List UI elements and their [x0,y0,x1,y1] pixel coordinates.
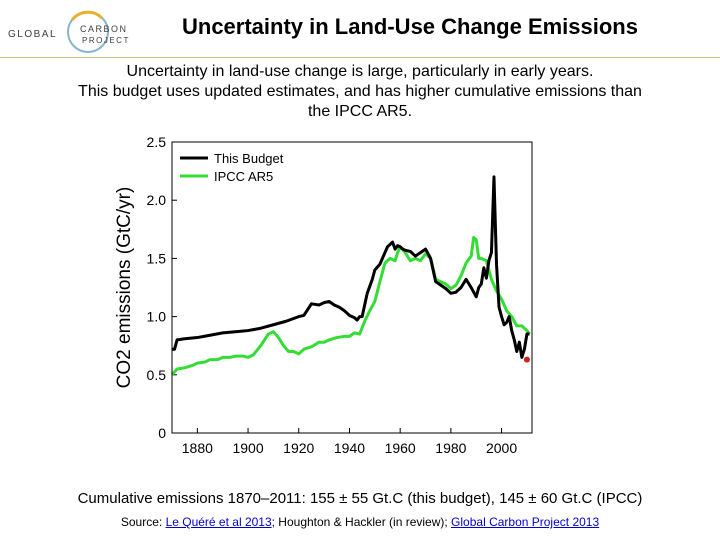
x-tick-label: 1900 [232,440,263,456]
x-axis: 1880 1900 1920 1940 1960 1980 2000 [182,428,517,456]
legend-label-ipcc-ar5: IPCC AR5 [214,169,273,184]
subtitle-line-1: Uncertainty in land-use change is large,… [126,63,594,80]
y-tick-label: 1.0 [147,309,167,325]
source-prefix: Source: [120,515,166,529]
global-carbon-project-logo: GLOBAL CARBON PROJECT [8,10,130,53]
y-tick-label: 1.5 [147,250,167,266]
logo-text-global: GLOBAL [8,29,57,40]
legend: This Budget IPCC AR5 [180,151,284,184]
source-line: Source: Le Quéré et al 2013; Houghton & … [0,515,720,529]
y-axis: 0 0.5 1.0 1.5 2.0 2.5 [147,134,177,441]
series-line-ipcc-ar5 [170,235,531,376]
logo-text-carbon: CARBON [80,24,128,34]
page-title: Uncertainty in Land-Use Change Emissions [182,14,638,39]
x-tick-label: 1920 [283,440,314,456]
y-tick-label: 2.0 [147,192,167,208]
series-layer [170,175,531,376]
cumulative-emissions-note: Cumulative emissions 1870–2011: 155 ± 55… [77,490,643,507]
x-tick-label: 2000 [486,440,517,456]
source-link-gcp[interactable]: Global Carbon Project 2013 [451,515,600,529]
legend-label-this-budget: This Budget [214,151,284,166]
x-tick-label: 1880 [182,440,213,456]
y-axis-label: CO2 emissions (GtC/yr) [114,187,135,389]
header-divider [0,57,720,58]
subtitle-line-3: the IPCC AR5. [307,103,413,120]
y-tick-label: 0.5 [147,367,167,383]
subtitle-line-2: This budget uses updated estimates, and … [78,83,642,100]
emissions-chart: 0 0.5 1.0 1.5 2.0 2.5 1880 1900 1920 1940 1960 198… [114,134,533,456]
logo-text-project: PROJECT [82,36,130,45]
series-line-this-budget [172,175,530,359]
x-tick-label: 1940 [334,440,365,456]
source-link-le-quere[interactable]: Le Quéré et al 2013 [165,515,272,529]
logo-arc-icon [70,10,104,21]
plot-frame [171,141,533,434]
x-tick-label: 1960 [385,440,416,456]
y-tick-label: 0 [158,425,166,441]
source-mid: ; Houghton & Hackler (in review); [271,515,452,529]
marker-point [523,356,530,363]
subtitle: Uncertainty in land-use change is large,… [20,62,700,122]
x-tick-label: 1980 [435,440,466,456]
y-tick-label: 2.5 [147,134,167,150]
